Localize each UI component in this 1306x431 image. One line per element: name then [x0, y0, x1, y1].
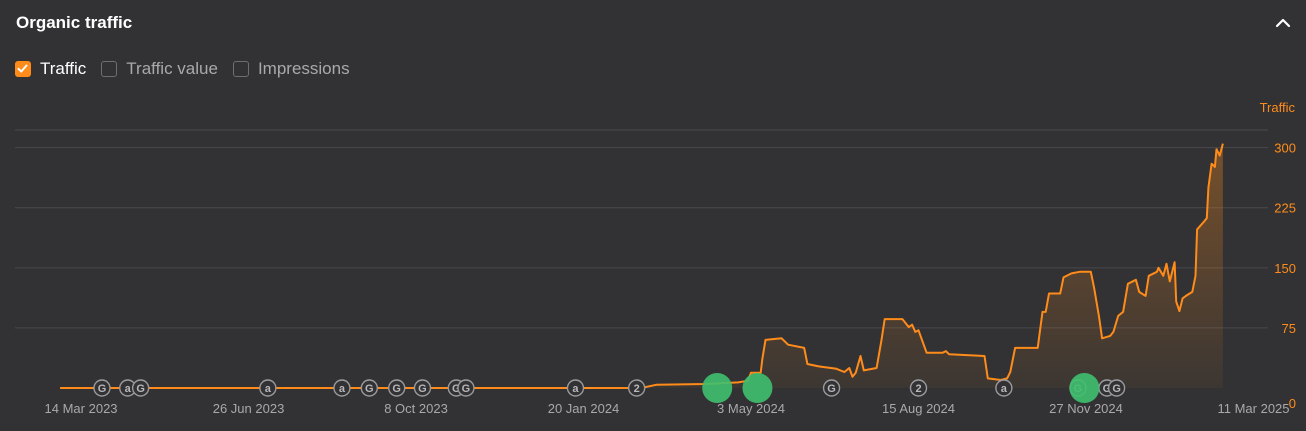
event-marker-glyph: a [572, 383, 579, 395]
event-marker-glyph: G [136, 383, 145, 395]
event-marker-circle [131, 379, 150, 397]
toggle-impressions[interactable]: Impressions [232, 59, 350, 79]
event-marker-circle [995, 379, 1013, 397]
event-marker-ahrefs-update[interactable]: a [995, 379, 1013, 397]
traffic-checkbox[interactable] [15, 61, 31, 77]
event-marker-google-update[interactable]: G [93, 379, 111, 397]
event-marker-google-update[interactable]: G [387, 379, 406, 397]
y-tick-label: 300 [1274, 141, 1296, 156]
toggle-traffic-value[interactable]: Traffic value [101, 59, 218, 79]
impressions-label: Impressions [257, 59, 350, 78]
event-marker-circle [93, 379, 111, 397]
event-marker-glyph: 2 [634, 383, 640, 395]
event-marker-glyph: 2 [915, 383, 921, 395]
event-marker-circle [822, 379, 841, 397]
series-line-traffic[interactable] [60, 143, 1224, 389]
event-marker-count-update[interactable]: 2 [909, 379, 928, 397]
event-marker-count-update[interactable]: 2 [627, 379, 646, 397]
event-marker-circle [413, 379, 432, 397]
event-marker-glyph: G [418, 383, 427, 395]
chevron-up-icon [1275, 18, 1291, 28]
event-marker-ahrefs-update[interactable]: a [566, 379, 585, 397]
collapse-button[interactable] [1272, 12, 1294, 34]
event-marker-glyph: G [462, 383, 471, 395]
event-marker-ahrefs-update[interactable]: a [259, 379, 277, 397]
traffic-value-label: Traffic value [126, 59, 218, 78]
event-marker-google-update[interactable]: G [822, 379, 841, 397]
traffic-value-checkbox[interactable] [101, 61, 118, 77]
event-marker-glyph: G [365, 383, 374, 395]
event-marker-ahrefs-update[interactable]: a [333, 379, 351, 397]
event-marker-glyph: G [98, 383, 107, 395]
highlight-marker[interactable] [1069, 373, 1100, 403]
event-marker-circle [259, 379, 277, 397]
event-marker-glyph: G [1112, 383, 1121, 395]
traffic-chart[interactable]: 0 75 150 225 300 Traffic 14 Mar 2023 26 Jun 202… [0, 90, 1306, 431]
event-marker-circle [333, 379, 351, 397]
event-marker-glyph: a [339, 383, 346, 395]
x-tick-label: 8 Oct 2023 [384, 401, 448, 416]
y-tick-label: 150 [1274, 261, 1296, 276]
x-tick-label: 20 Jan 2024 [548, 401, 620, 416]
event-marker-circle [360, 379, 379, 397]
y-tick-label: 225 [1274, 201, 1296, 216]
metric-toggles: Traffic Traffic value Impressions [15, 58, 365, 80]
event-marker-google-update[interactable]: G [457, 379, 475, 397]
panel-title: Organic traffic [16, 13, 133, 32]
x-tick-label: 11 Mar 2025 [1217, 401, 1289, 416]
y-axis-title: Traffic [1260, 100, 1296, 115]
event-marker-circle [909, 379, 928, 397]
event-marker-circle [387, 379, 406, 397]
event-marker-glyph: a [1001, 383, 1008, 395]
event-marker-glyph: a [125, 383, 132, 395]
x-tick-label: 15 Aug 2024 [882, 401, 955, 416]
event-marker-google-update[interactable]: G [131, 379, 150, 397]
event-marker-glyph: G [452, 383, 461, 395]
event-marker-glyph: G [1103, 383, 1112, 395]
event-marker-glyph: G [827, 383, 836, 395]
series-area [60, 143, 1223, 388]
x-tick-label: 14 Mar 2023 [45, 401, 118, 416]
event-marker-google-update[interactable]: G [360, 379, 379, 397]
toggle-traffic[interactable]: Traffic [15, 59, 86, 79]
event-marker-circle [566, 379, 585, 397]
highlight-marker[interactable] [702, 373, 733, 403]
event-marker-circle [457, 379, 475, 397]
event-marker-glyph: a [265, 383, 272, 395]
panel-header: Organic traffic [0, 0, 1306, 46]
y-tick-label: 0 [1289, 396, 1296, 411]
traffic-label: Traffic [40, 59, 87, 78]
x-tick-label: 3 May 2024 [717, 401, 785, 416]
x-tick-label: 27 Nov 2024 [1049, 401, 1123, 416]
impressions-checkbox[interactable] [232, 61, 249, 77]
event-marker-glyph: G [392, 383, 401, 395]
event-marker-circle [1107, 379, 1126, 397]
y-tick-label: 75 [1282, 321, 1296, 336]
event-marker-google-update[interactable]: G [1107, 379, 1126, 397]
x-tick-label: 26 Jun 2023 [213, 401, 285, 416]
event-marker-google-update[interactable]: G [413, 379, 432, 397]
event-marker-circle [627, 379, 646, 397]
checkmark-icon [17, 64, 28, 73]
highlight-marker[interactable] [742, 373, 773, 403]
